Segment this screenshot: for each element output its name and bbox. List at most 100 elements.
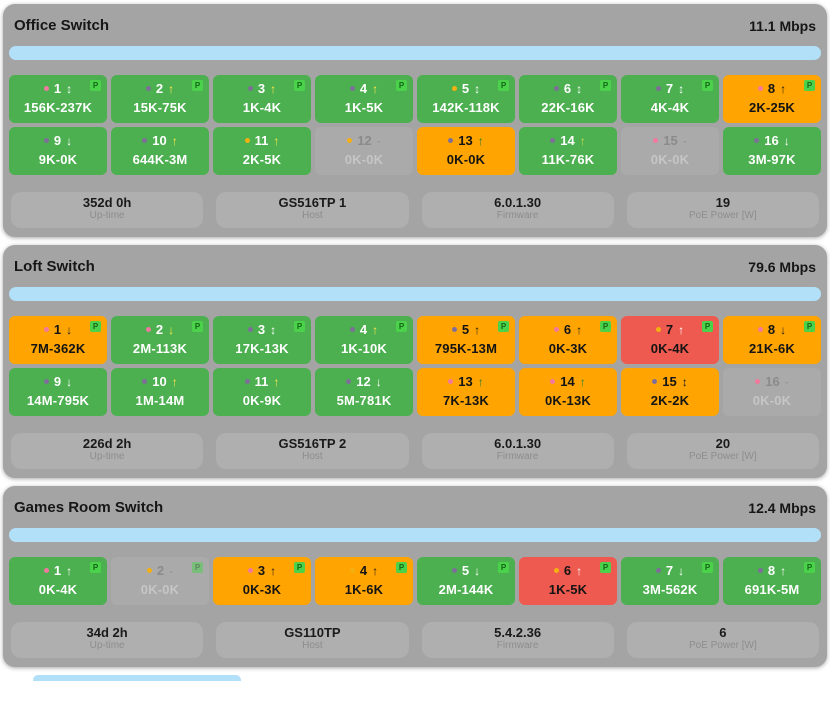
port-tile-games-room-8[interactable]: 8 ↑ P 691K-5M [723, 557, 821, 605]
port-tile-games-room-3[interactable]: 3 ↑ P 0K-3K [213, 557, 311, 605]
stat-uptime[interactable]: 352d 0h Up-time [11, 192, 204, 228]
stat-host[interactable]: GS516TP 2 Host [216, 433, 409, 469]
port-traffic-value: 0K-13K [545, 393, 591, 408]
port-tile-games-room-1[interactable]: 1 ↑ P 0K-4K [9, 557, 107, 605]
port-number: 2 [155, 81, 164, 96]
port-tile-games-room-5[interactable]: 5 ↓ P 2M-144K [417, 557, 515, 605]
port-status-dot [757, 86, 763, 91]
port-traffic-value: 156K-237K [23, 100, 93, 115]
port-tile-office-4[interactable]: 4 ↑ P 1K-5K [315, 75, 413, 123]
traffic-direction-icon: ↑ [273, 133, 280, 148]
throughput-value: 11.1 Mbps [749, 17, 816, 34]
port-tile-loft-3[interactable]: 3 ↕ P 17K-13K [213, 316, 311, 364]
throughput-bar [9, 287, 821, 301]
port-traffic-value: 691K-5M [744, 582, 800, 597]
port-status-dot [553, 568, 559, 573]
port-traffic-value: 0K-9K [242, 393, 282, 408]
port-number: 13 [458, 133, 473, 148]
port-tile-loft-6[interactable]: 6 ↑ P 0K-3K [519, 316, 617, 364]
stat-label: PoE Power [W] [688, 451, 757, 462]
stat-value: GS516TP 2 [278, 436, 347, 451]
port-number: 1 [53, 563, 62, 578]
port-number: 10 [152, 374, 167, 389]
port-tile-loft-2[interactable]: 2 ↓ P 2M-113K [111, 316, 209, 364]
port-status-dot [247, 327, 253, 332]
port-tile-office-6[interactable]: 6 ↕ P 22K-16K [519, 75, 617, 123]
traffic-direction-icon: ↕ [678, 81, 685, 96]
stat-poe-power[interactable]: 19 PoE Power [W] [626, 192, 819, 228]
port-head: 9 ↓ [9, 373, 107, 390]
stat-firmware[interactable]: 6.0.1.30 Firmware [421, 433, 614, 469]
port-traffic-value: 795K-13M [434, 341, 498, 356]
port-head: 12 ↓ [315, 373, 413, 390]
port-traffic-value: 1K-4K [242, 100, 282, 115]
port-tile-loft-5[interactable]: 5 ↑ P 795K-13M [417, 316, 515, 364]
stat-uptime[interactable]: 34d 2h Up-time [11, 622, 204, 658]
port-head: 14 ↑ [519, 132, 617, 149]
stat-poe-power[interactable]: 20 PoE Power [W] [626, 433, 819, 469]
port-tile-office-14[interactable]: 14 ↑ 11K-76K [519, 127, 617, 175]
port-head: 1 ↕ [9, 80, 107, 97]
switch-dashboard: Office Switch 11.1 Mbps 1 ↕ P 156K-237K 2 ↑ P 15K… [3, 4, 827, 667]
stat-host[interactable]: GS516TP 1 Host [216, 192, 409, 228]
port-status-dot [244, 138, 250, 143]
port-traffic-value: 3M-97K [748, 152, 796, 167]
stat-firmware[interactable]: 6.0.1.30 Firmware [421, 192, 614, 228]
port-number: 10 [152, 133, 167, 148]
poe-badge-icon: P [294, 321, 305, 332]
throughput-value: 79.6 Mbps [748, 258, 816, 275]
port-tile-loft-1[interactable]: 1 ↓ P 7M-362K [9, 316, 107, 364]
stat-firmware[interactable]: 5.4.2.36 Firmware [421, 622, 614, 658]
port-tile-loft-15[interactable]: 15 ↕ 2K-2K [621, 368, 719, 416]
traffic-direction-icon: - [682, 133, 687, 148]
port-tile-loft-7[interactable]: 7 ↑ P 0K-4K [621, 316, 719, 364]
port-tile-office-1[interactable]: 1 ↕ P 156K-237K [9, 75, 107, 123]
port-tile-office-8[interactable]: 8 ↑ P 2K-25K [723, 75, 821, 123]
port-tile-office-16[interactable]: 16 ↓ 3M-97K [723, 127, 821, 175]
port-tile-office-5[interactable]: 5 ↕ P 142K-118K [417, 75, 515, 123]
port-number: 7 [665, 322, 674, 337]
port-tile-loft-14[interactable]: 14 ↑ 0K-13K [519, 368, 617, 416]
port-tile-office-3[interactable]: 3 ↑ P 1K-4K [213, 75, 311, 123]
traffic-direction-icon: ↑ [579, 374, 586, 389]
traffic-direction-icon: ↑ [576, 563, 583, 578]
port-tile-office-7[interactable]: 7 ↕ P 4K-4K [621, 75, 719, 123]
card-header: Loft Switch 79.6 Mbps [9, 245, 821, 284]
port-tile-loft-9[interactable]: 9 ↓ 14M-795K [9, 368, 107, 416]
poe-badge-icon: P [192, 80, 203, 91]
port-number: 9 [53, 133, 62, 148]
port-tile-games-room-6[interactable]: 6 ↑ P 1K-5K [519, 557, 617, 605]
port-number: 2 [156, 563, 165, 578]
stat-uptime[interactable]: 226d 2h Up-time [11, 433, 204, 469]
port-tile-office-10[interactable]: 10 ↑ 644K-3M [111, 127, 209, 175]
stat-poe-power[interactable]: 6 PoE Power [W] [626, 622, 819, 658]
traffic-direction-icon: ↑ [270, 81, 277, 96]
port-tile-loft-13[interactable]: 13 ↑ 7K-13K [417, 368, 515, 416]
port-tile-loft-12[interactable]: 12 ↓ 5M-781K [315, 368, 413, 416]
port-status-dot [550, 379, 556, 384]
port-tile-office-11[interactable]: 11 ↑ 2K-5K [213, 127, 311, 175]
port-tile-office-9[interactable]: 9 ↓ 9K-0K [9, 127, 107, 175]
stat-host[interactable]: GS110TP Host [216, 622, 409, 658]
port-tile-office-2[interactable]: 2 ↑ P 15K-75K [111, 75, 209, 123]
traffic-direction-icon: - [376, 133, 381, 148]
port-head: 2 ↓ [111, 321, 209, 338]
port-tile-games-room-4[interactable]: 4 ↑ P 1K-6K [315, 557, 413, 605]
port-tile-loft-10[interactable]: 10 ↑ 1M-14M [111, 368, 209, 416]
port-traffic-value: 4K-4K [650, 100, 690, 115]
port-tile-office-13[interactable]: 13 ↑ 0K-0K [417, 127, 515, 175]
port-tile-games-room-7[interactable]: 7 ↓ P 3M-562K [621, 557, 719, 605]
port-status-dot [755, 379, 761, 384]
throughput-bar [9, 528, 821, 542]
port-number: 16 [764, 133, 779, 148]
port-head: 8 ↓ [723, 321, 821, 338]
port-tile-loft-11[interactable]: 11 ↑ 0K-9K [213, 368, 311, 416]
port-traffic-value: 644K-3M [132, 152, 188, 167]
port-tile-loft-4[interactable]: 4 ↑ P 1K-10K [315, 316, 413, 364]
port-traffic-value: 2K-25K [749, 100, 795, 115]
port-number: 6 [563, 563, 572, 578]
traffic-direction-icon: ↕ [66, 81, 73, 96]
port-tile-loft-8[interactable]: 8 ↓ P 21K-6K [723, 316, 821, 364]
port-status-dot [145, 86, 151, 91]
port-head: 3 ↑ [213, 80, 311, 97]
